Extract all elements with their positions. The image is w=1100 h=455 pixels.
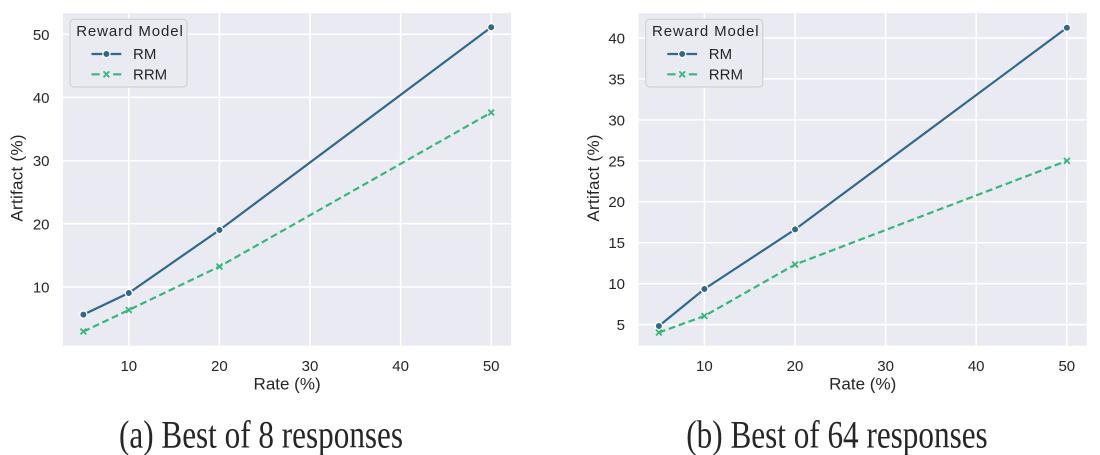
svg-text:20: 20: [211, 358, 228, 375]
svg-text:25: 25: [608, 153, 625, 170]
svg-text:10: 10: [696, 358, 713, 375]
svg-text:RRM: RRM: [133, 67, 167, 84]
svg-text:15: 15: [608, 235, 625, 252]
svg-text:10: 10: [608, 276, 625, 293]
svg-text:50: 50: [483, 358, 500, 375]
svg-text:RM: RM: [133, 46, 156, 63]
svg-text:35: 35: [608, 71, 625, 88]
svg-text:5: 5: [617, 317, 625, 334]
svg-text:20: 20: [33, 216, 50, 233]
svg-text:30: 30: [33, 153, 50, 170]
svg-text:10: 10: [120, 358, 137, 375]
svg-text:40: 40: [33, 90, 50, 107]
svg-text:50: 50: [33, 27, 50, 44]
svg-text:30: 30: [608, 112, 625, 129]
svg-text:10: 10: [33, 280, 50, 297]
svg-text:20: 20: [787, 358, 804, 375]
svg-text:(b) Best of 64 responses: (b) Best of 64 responses: [686, 413, 987, 455]
svg-text:RM: RM: [709, 46, 732, 63]
svg-text:Reward Model: Reward Model: [76, 23, 184, 40]
svg-text:20: 20: [608, 194, 625, 211]
svg-text:Artifact (%): Artifact (%): [8, 134, 27, 221]
svg-text:30: 30: [302, 358, 319, 375]
svg-text:Reward Model: Reward Model: [652, 23, 760, 40]
svg-text:40: 40: [968, 358, 985, 375]
svg-text:RRM: RRM: [709, 67, 743, 84]
svg-text:Rate (%): Rate (%): [254, 375, 321, 394]
svg-text:Rate (%): Rate (%): [829, 375, 896, 394]
svg-text:30: 30: [877, 358, 894, 375]
svg-text:40: 40: [392, 358, 409, 375]
svg-text:40: 40: [608, 31, 625, 48]
svg-text:50: 50: [1058, 358, 1075, 375]
svg-text:Artifact (%): Artifact (%): [584, 134, 603, 221]
svg-text:(a) Best of 8 responses: (a) Best of 8 responses: [119, 413, 403, 455]
